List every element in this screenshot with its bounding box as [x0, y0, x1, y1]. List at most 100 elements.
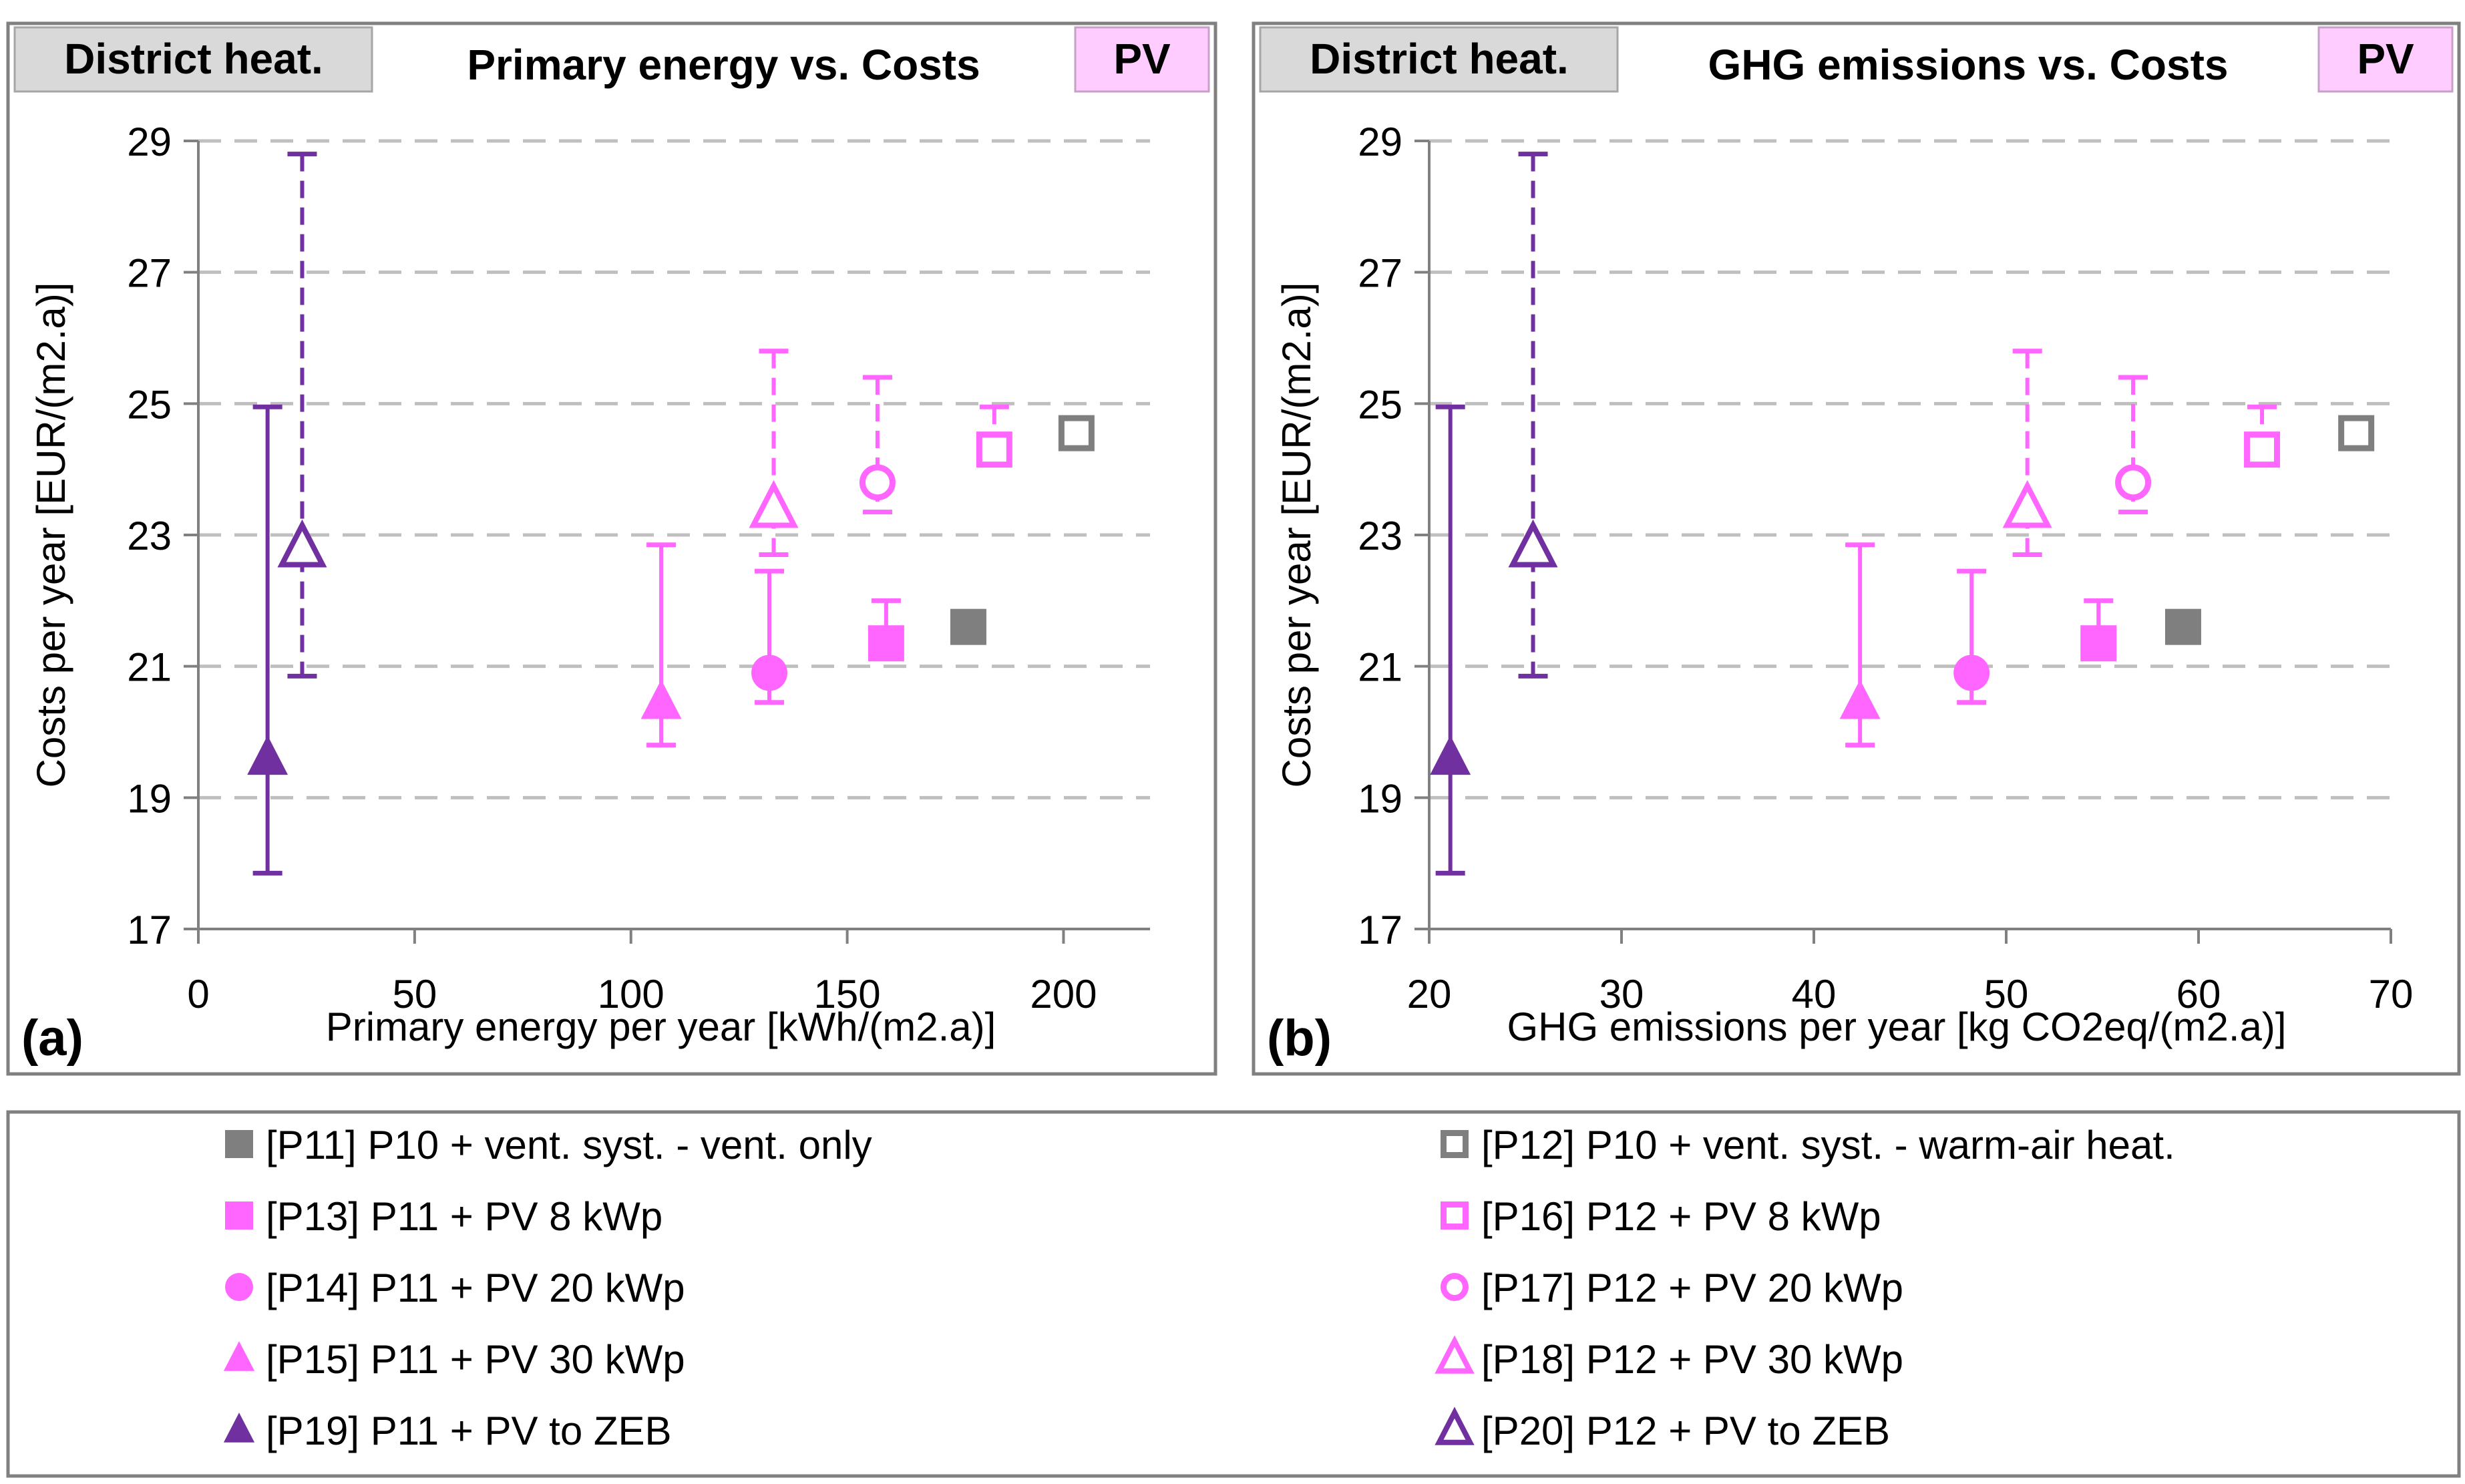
- x-tick-label: 40: [1792, 972, 1837, 1016]
- data-point-p20: [1508, 152, 1558, 679]
- chart-panel-a: District heat. PV Primary energy vs. Costs…: [6, 21, 1217, 1076]
- y-tick-label: 17: [127, 908, 172, 952]
- panel-label: (a): [21, 1010, 83, 1067]
- legend: [P11] P10 + vent. syst. - vent. only [P12…: [6, 1110, 2461, 1478]
- badge-district-heat: District heat.: [13, 26, 373, 93]
- legend-marker-p14: [225, 1273, 253, 1301]
- legend-label: [P18] P12 + PV 30 kWp: [1481, 1337, 1903, 1382]
- data-point-p14: [751, 568, 787, 705]
- panel-frame: [1252, 21, 2461, 1076]
- data-point-p15: [1839, 542, 1881, 748]
- y-tick-label: 23: [127, 514, 172, 558]
- legend-item-p19: [P19] P11 + PV to ZEB: [223, 1409, 672, 1453]
- marker-p15: [1839, 679, 1881, 719]
- marker-p12: [2338, 415, 2375, 451]
- data-point-p19: [247, 404, 289, 876]
- marker-p19: [1430, 735, 1471, 775]
- badge-pv-label: PV: [2357, 35, 2414, 83]
- x-axis-label: GHG emissions per year [kg CO2eq/(m2.a)]: [1507, 1004, 2286, 1049]
- y-tick-label: 19: [127, 776, 172, 821]
- panel-frame: [6, 21, 1217, 1076]
- data-point-p14: [1953, 568, 1990, 705]
- legend-item-p17: [P17] P12 + PV 20 kWp: [1441, 1266, 1903, 1310]
- x-tick-label: 20: [1407, 972, 1452, 1016]
- y-tick-label: 25: [127, 382, 172, 427]
- x-tick-label: 30: [1599, 972, 1644, 1016]
- marker-p17: [859, 464, 896, 501]
- marker-p15: [640, 679, 682, 719]
- legend-marker-p12: [1441, 1130, 1469, 1158]
- badge-district-heat-box: [13, 26, 373, 93]
- data-point-p19: [1430, 404, 1471, 876]
- legend-item-p13: [P13] P11 + PV 8 kWp: [225, 1194, 662, 1239]
- badge-pv-box: [2317, 26, 2454, 93]
- y-axis-label: Costs per year [EUR/(m2.a)]: [1274, 283, 1319, 788]
- legend-frame: [6, 1110, 2461, 1478]
- data-point-p15: [640, 542, 682, 748]
- legend-item-p14: [P14] P11 + PV 20 kWp: [225, 1266, 685, 1310]
- y-tick-label: 19: [1358, 776, 1402, 821]
- legend-marker-p17: [1441, 1273, 1469, 1301]
- legend-label: [P11] P10 + vent. syst. - vent. only: [266, 1123, 872, 1167]
- x-tick-label: 50: [392, 972, 437, 1016]
- data-point-p12: [2338, 415, 2375, 451]
- legend-item-p11: [P11] P10 + vent. syst. - vent. only: [225, 1123, 872, 1167]
- legend-marker-p13: [225, 1201, 253, 1230]
- data-point-p16: [976, 404, 1012, 468]
- badge-pv: PV: [1074, 26, 1210, 93]
- y-tick-label: 21: [1358, 645, 1402, 690]
- x-tick-label: 50: [1984, 972, 2029, 1016]
- legend-marker-p18: [1435, 1335, 1475, 1374]
- marker-p13: [868, 625, 904, 662]
- x-axis-label: Primary energy per year [kWh/(m2.a)]: [326, 1004, 996, 1049]
- legend-item-p20: [P20] P12 + PV to ZEB: [1435, 1407, 1890, 1453]
- legend-item-p15: [P15] P11 + PV 30 kWp: [223, 1337, 685, 1382]
- badge-pv-box: [1074, 26, 1210, 93]
- marker-p13: [2080, 625, 2117, 662]
- y-axis-label: Costs per year [EUR/(m2.a)]: [29, 283, 73, 788]
- y-tick-label: 23: [1358, 514, 1402, 558]
- x-tick-label: 0: [187, 972, 209, 1016]
- legend-label: [P17] P12 + PV 20 kWp: [1481, 1266, 1903, 1310]
- legend-label: [P20] P12 + PV to ZEB: [1481, 1409, 1890, 1453]
- badge-district-heat: District heat.: [1259, 26, 1619, 93]
- x-tick-label: 200: [1030, 972, 1097, 1016]
- legend-label: [P16] P12 + PV 8 kWp: [1481, 1194, 1881, 1239]
- legend-label: [P13] P11 + PV 8 kWp: [266, 1194, 662, 1239]
- legend-marker-p19: [223, 1413, 255, 1443]
- y-tick-label: 27: [1358, 251, 1402, 296]
- chart-panel-b: District heat. PV GHG emissions vs. Costs 1…: [1252, 21, 2461, 1076]
- marker-p20: [1508, 519, 1558, 568]
- data-point-p17: [859, 375, 896, 515]
- data-point-p18: [2002, 349, 2052, 557]
- badge-pv-label: PV: [1113, 35, 1171, 83]
- legend-marker-p15: [223, 1341, 255, 1371]
- legend-item-p16: [P16] P12 + PV 8 kWp: [1441, 1194, 1881, 1239]
- badge-district-heat-label: District heat.: [64, 35, 323, 83]
- legend-label: [P14] P11 + PV 20 kWp: [266, 1266, 685, 1310]
- marker-p17: [2115, 464, 2152, 501]
- chart-title: Primary energy vs. Costs: [467, 41, 980, 89]
- data-point-p18: [749, 349, 799, 557]
- marker-p19: [247, 735, 289, 775]
- x-tick-label: 60: [2176, 972, 2221, 1016]
- marker-p14: [1953, 655, 1990, 691]
- legend-marker-p20: [1435, 1407, 1475, 1445]
- badge-district-heat-label: District heat.: [1310, 35, 1569, 83]
- marker-p14: [751, 655, 787, 691]
- y-tick-label: 29: [127, 120, 172, 164]
- marker-p18: [749, 480, 799, 528]
- data-point-p17: [2115, 375, 2152, 515]
- y-tick-label: 25: [1358, 382, 1402, 427]
- legend-label: [P12] P10 + vent. syst. - warm-air heat.: [1481, 1123, 2175, 1167]
- marker-p20: [277, 519, 327, 568]
- data-point-p11: [950, 608, 986, 645]
- data-point-p20: [277, 152, 327, 679]
- y-tick-label: 21: [127, 645, 172, 690]
- x-tick-label: 70: [2369, 972, 2414, 1016]
- badge-pv: PV: [2317, 26, 2454, 93]
- badge-district-heat-box: [1259, 26, 1619, 93]
- data-point-p12: [1058, 415, 1095, 451]
- marker-p16: [2244, 431, 2281, 468]
- y-tick-label: 27: [127, 251, 172, 296]
